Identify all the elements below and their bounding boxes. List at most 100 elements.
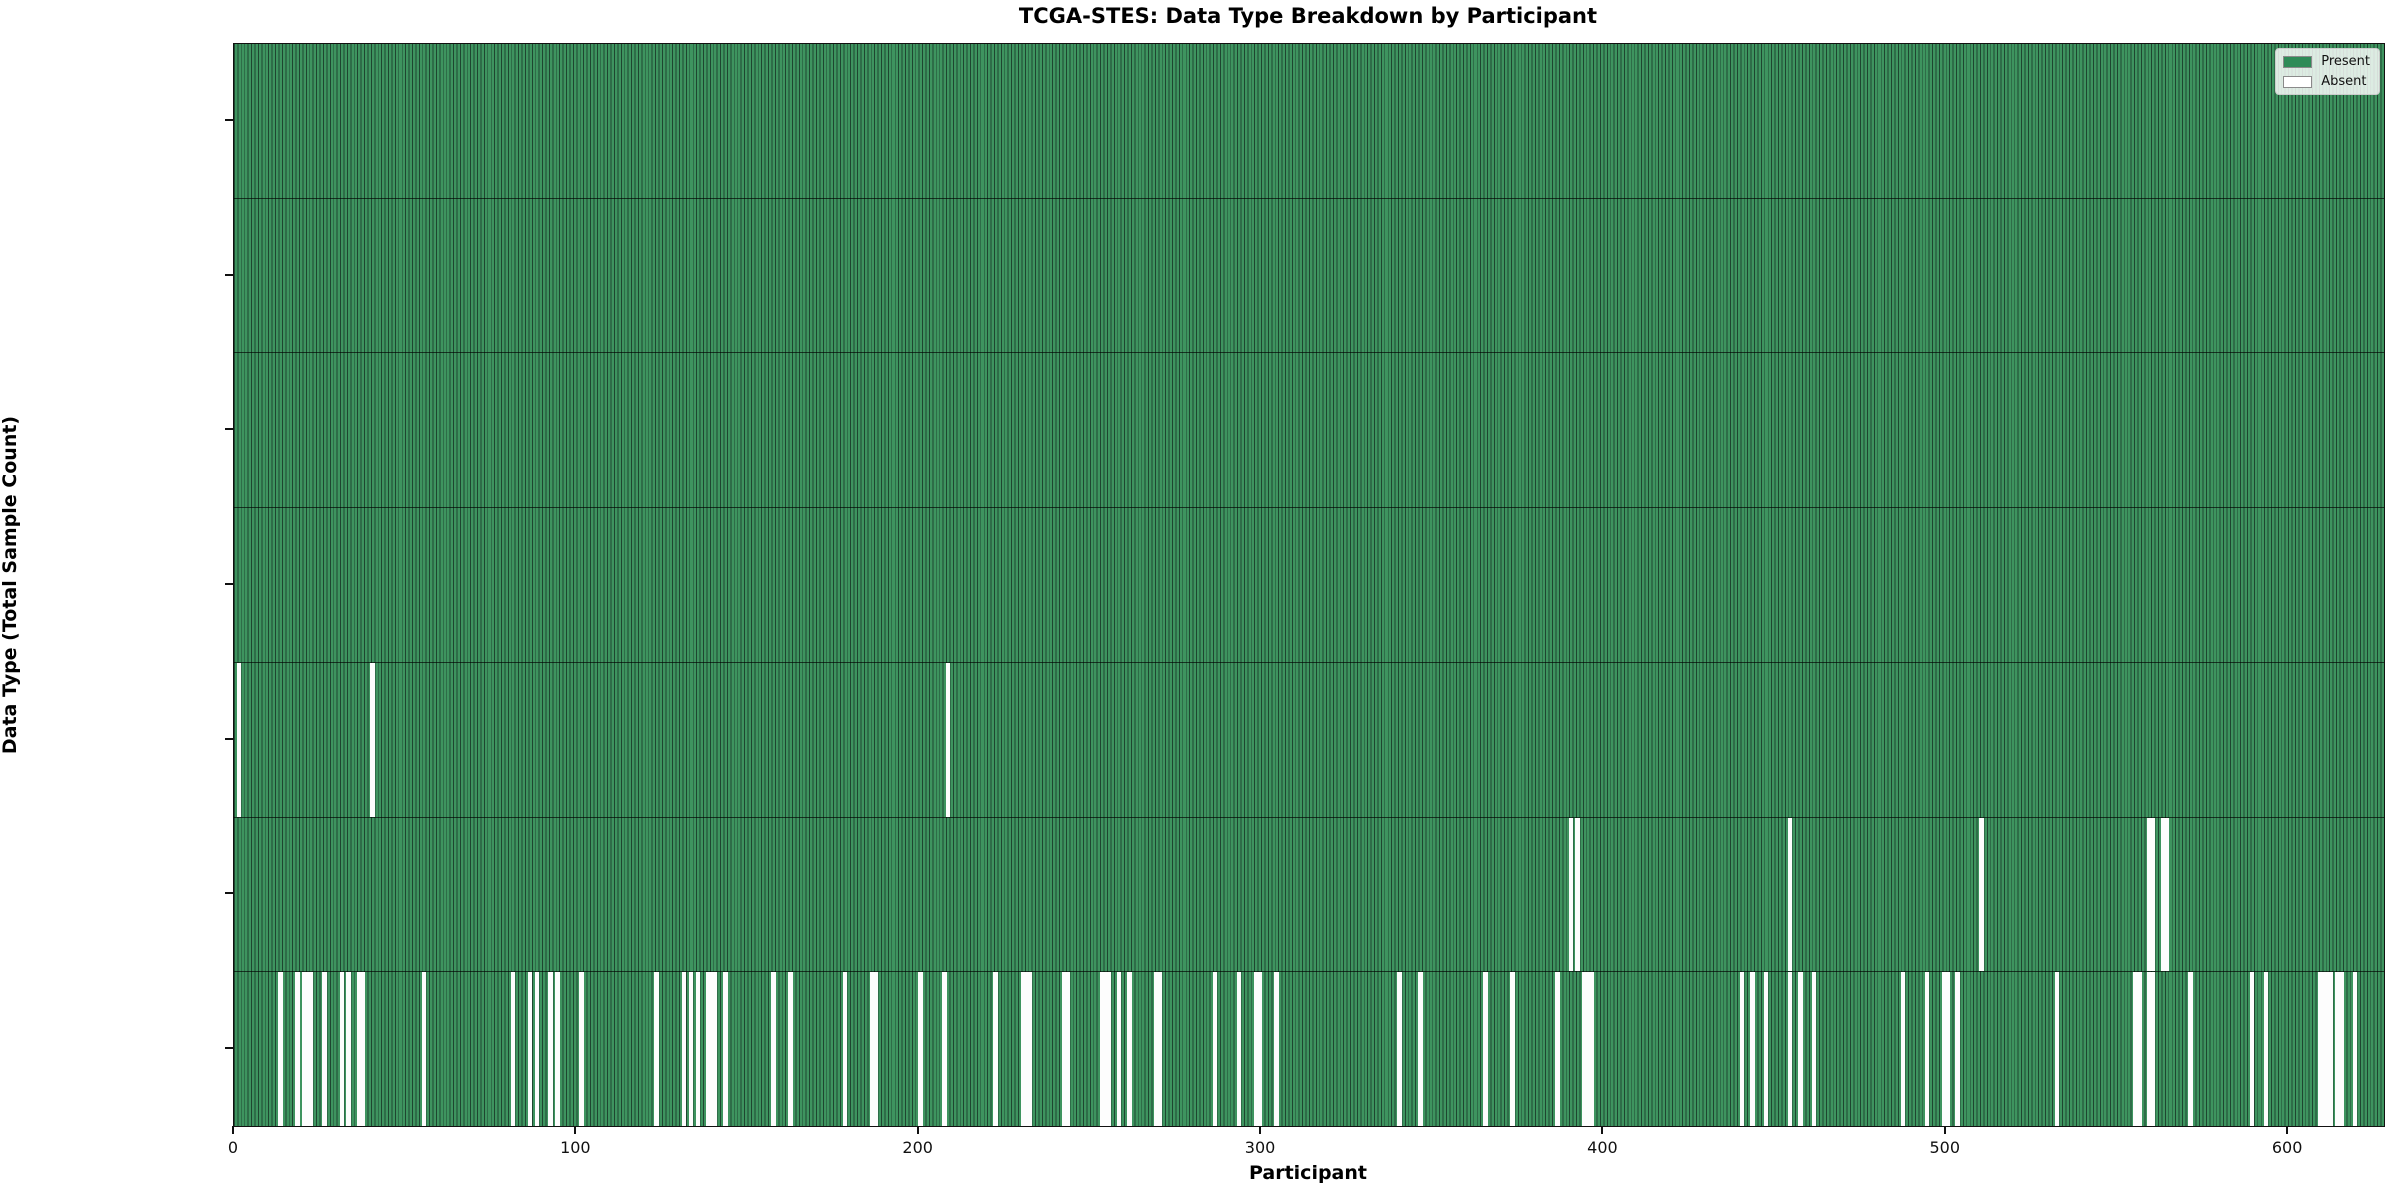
y-tick-mark [225,737,233,740]
absent-cell [1763,972,1769,1127]
x-tick-mark [916,1126,919,1134]
absent-cell [2249,972,2255,1127]
absent-cell [510,972,516,1127]
absent-cell [1212,972,1218,1127]
absent-cell [1941,972,1947,1127]
absent-cell [2263,972,2269,1127]
absent-cell [305,972,310,1127]
absent-cell [722,972,728,1127]
absent-cell [842,972,848,1127]
absent-cell [1024,972,1029,1127]
chart-title: TCGA-STES: Data Type Breakdown by Partic… [1018,4,1598,28]
legend: Present Absent [2275,48,2380,95]
y-axis-label: Data Type (Total Sample Count) [0,415,21,755]
x-tick-label: 400 [1587,1138,1618,1157]
absent-cell [308,972,314,1127]
absent-cell [1106,972,1112,1127]
absent-cell [1589,972,1594,1127]
x-tick-label: 0 [227,1138,239,1157]
x-tick-mark [232,1126,234,1134]
absent-cell [942,972,947,1127]
absent-cell [301,972,307,1127]
absent-cell [2325,972,2330,1127]
legend-label: Absent [2321,74,2367,89]
absent-cell [339,972,345,1127]
absent-cell [1787,972,1793,1127]
absent-cell [2147,817,2152,972]
absent-cell [2150,817,2156,972]
legend-label: Present [2321,54,2370,69]
x-tick-label: 300 [1244,1138,1276,1157]
absent-cell [1061,972,1067,1127]
absent-cell [1157,972,1163,1127]
absent-cell [1257,972,1262,1127]
x-tick-label: 200 [902,1138,933,1157]
absent-cell [1787,817,1793,972]
absent-cell [1274,972,1279,1127]
y-tick-mark [225,583,233,585]
x-tick-label: 600 [2271,1138,2303,1157]
absent-cell [712,972,718,1127]
absent-cell [873,972,879,1127]
absent-cell [705,972,711,1127]
absent-cell [322,972,328,1127]
heatmap-row-bcr [234,44,2384,199]
absent-cell [1102,972,1108,1127]
legend-swatch-absent [2283,75,2313,88]
legend-entry: Present [2283,54,2370,69]
absent-cell [1739,972,1745,1127]
absent-cell [1568,817,1574,972]
absent-cell [681,972,687,1127]
absent-cell [1099,972,1105,1127]
absent-cell [2133,972,2139,1127]
absent-cell [2160,817,2166,972]
heatmap-row-mrna [234,972,2384,1127]
absent-cell [2147,972,2152,1127]
heatmap-row-maf [234,662,2384,818]
absent-cell [1955,972,1961,1127]
heatmap-row-clinical [234,198,2384,354]
y-tick-mark [225,119,233,122]
absent-cell [1397,972,1403,1127]
absent-cell [870,972,875,1127]
absent-cell [421,972,427,1127]
absent-cell [1750,972,1755,1127]
x-axis-label: Participant [1248,1162,1367,1184]
absent-cell [360,972,365,1127]
absent-cell [770,972,776,1127]
absent-cell [346,972,351,1127]
absent-cell [1554,972,1560,1127]
absent-cell [918,972,923,1127]
absent-cell [709,972,714,1127]
y-tick-mark [225,1046,233,1049]
x-tick-mark [1601,1126,1604,1134]
absent-cell [1797,972,1803,1127]
absent-cell [1065,972,1070,1127]
absent-cell [527,972,533,1127]
absent-cell [788,972,793,1127]
x-tick-mark [1259,1126,1262,1134]
absent-cell [1126,972,1132,1127]
absent-cell [555,972,560,1127]
heatmap-row-mir [234,817,2384,973]
absent-cell [1020,972,1026,1127]
absent-cell [1811,972,1817,1127]
absent-cell [654,972,660,1127]
heatmap-row-cn [234,508,2384,663]
x-tick-label: 500 [1929,1138,1961,1157]
heatmap-row-methylation [234,353,2384,509]
absent-cell [1945,972,1950,1127]
heatmap-plot-area: Present Absent [233,43,2385,1127]
y-tick-mark [225,892,233,895]
absent-cell [945,662,951,817]
x-tick-mark [1943,1126,1946,1134]
absent-cell [2150,972,2156,1127]
absent-cell [1900,972,1906,1127]
absent-cell [688,972,694,1127]
absent-cell [993,972,999,1127]
absent-cell [1575,817,1581,972]
x-tick-mark [574,1126,577,1134]
absent-cell [2318,972,2323,1127]
legend-swatch-present [2283,55,2313,68]
absent-cell [1924,972,1930,1127]
